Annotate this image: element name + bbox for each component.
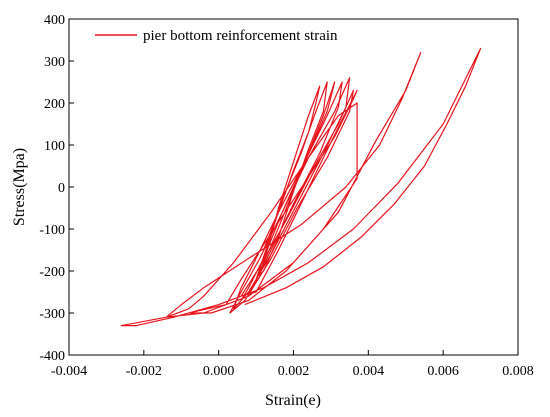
y-tick-label: 300	[44, 55, 65, 70]
y-tick-label: -100	[39, 223, 65, 238]
x-tick-label: 0.002	[278, 364, 310, 379]
legend-label: pier bottom reinforcement strain	[143, 28, 338, 44]
y-axis-title: Stress(Mpa)	[11, 148, 28, 226]
y-tick-label: 0	[58, 181, 65, 196]
x-tick-label: 0.000	[203, 364, 235, 379]
y-tick-label: 200	[44, 97, 65, 112]
y-tick-label: -300	[39, 307, 65, 322]
legend: pier bottom reinforcement strain	[95, 28, 338, 44]
x-tick-label: 0.008	[502, 364, 534, 379]
x-tick-label: -0.002	[126, 364, 162, 379]
series-line	[120, 47, 482, 327]
x-axis: -0.004 -0.002 0.000 0.002 0.004 0.006 0.008	[51, 350, 534, 379]
y-tick-label: 400	[44, 13, 65, 28]
x-tick-label: 0.006	[427, 364, 459, 379]
x-tick-label: -0.004	[51, 364, 87, 379]
y-tick-label: 100	[44, 139, 65, 154]
y-tick-label: -200	[39, 265, 65, 280]
y-axis: -400 -300 -200 -100 0 100 200 300 400	[39, 13, 74, 364]
series-layer	[120, 47, 482, 327]
x-axis-title: Strain(e)	[265, 392, 321, 409]
y-tick-label: -400	[39, 349, 65, 364]
x-tick-label: 0.004	[353, 364, 385, 379]
